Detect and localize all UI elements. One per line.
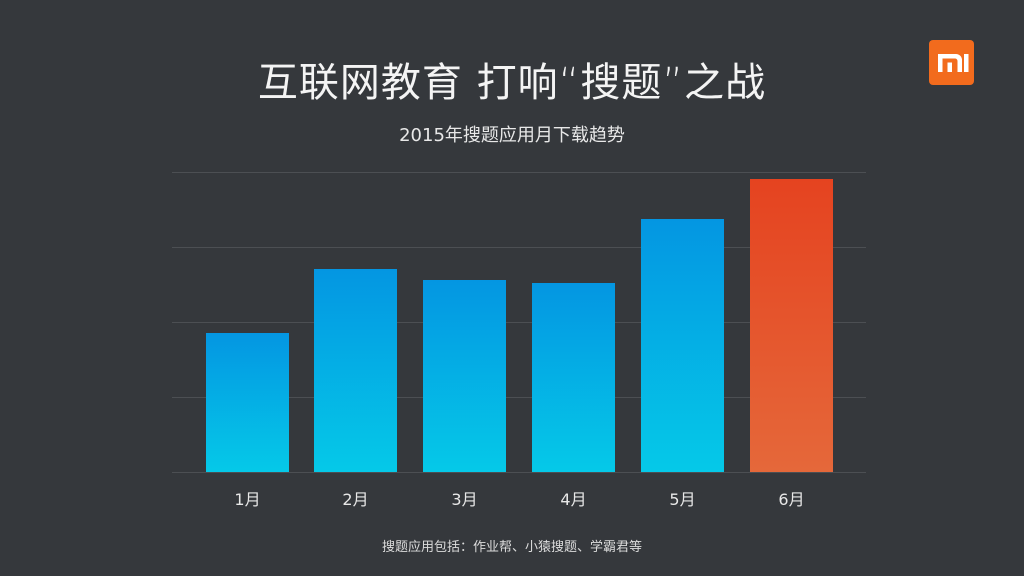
footnote: 搜题应用包括：作业帮、小猿搜题、学霸君等 bbox=[381, 540, 642, 555]
x-axis-label: 3月 bbox=[451, 490, 478, 509]
x-axis-label: 2月 bbox=[342, 490, 369, 509]
x-axis-label: 4月 bbox=[560, 490, 587, 509]
chart-title: 2015年搜题应用月下载趋势 bbox=[399, 125, 625, 146]
slide-title: 互联网教育 打响“搜题”之战 bbox=[257, 60, 767, 106]
x-axis-label: 6月 bbox=[778, 490, 805, 509]
bar-4 bbox=[532, 283, 615, 472]
mi-logo-icon bbox=[929, 40, 974, 85]
gridline bbox=[172, 322, 866, 323]
gridline bbox=[172, 247, 866, 248]
gridline bbox=[172, 397, 866, 398]
x-axis-label: 5月 bbox=[669, 490, 696, 509]
gridline bbox=[172, 472, 866, 473]
bar-5 bbox=[641, 219, 724, 472]
bar-1 bbox=[206, 333, 289, 472]
bar-2 bbox=[314, 268, 397, 472]
bar-chart-plot-area bbox=[172, 172, 866, 473]
bar-3 bbox=[423, 280, 506, 472]
bar-6 bbox=[750, 178, 833, 472]
x-axis-label: 1月 bbox=[234, 490, 261, 509]
gridline bbox=[172, 172, 866, 173]
